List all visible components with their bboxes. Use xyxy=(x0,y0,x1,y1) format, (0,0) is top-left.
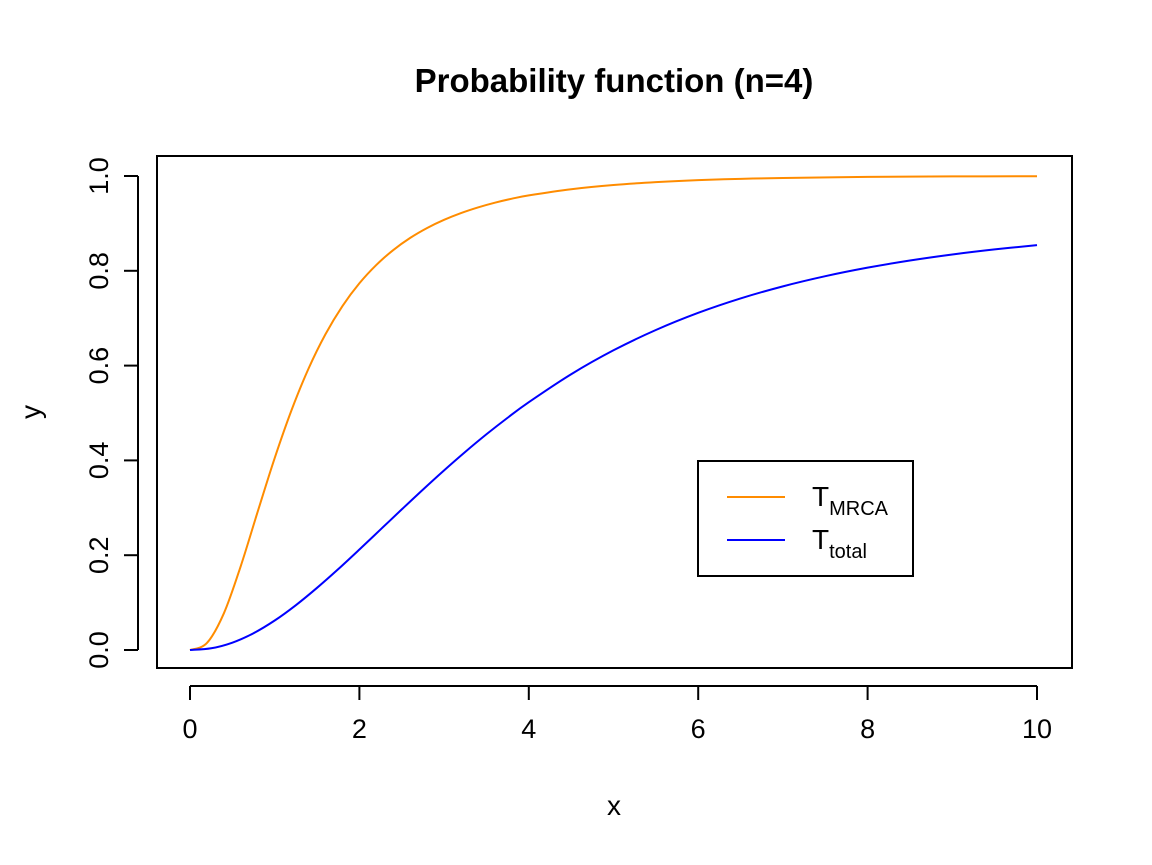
y-tick-label: 0.2 xyxy=(84,536,114,574)
legend-label-subscript: total xyxy=(829,541,867,563)
y-tick-label: 1.0 xyxy=(84,157,114,195)
plot-frame xyxy=(156,155,1073,669)
y-tick-label: 0.0 xyxy=(84,631,114,669)
y-tick-label: 0.4 xyxy=(84,442,114,480)
series-line-t-total xyxy=(189,244,1038,651)
legend-box xyxy=(697,460,914,577)
y-tick-label: 0.8 xyxy=(84,252,114,290)
x-tick-label: 0 xyxy=(182,714,197,744)
legend-label-main: T xyxy=(812,481,829,512)
chart-title: Probability function (n=4) xyxy=(415,62,814,99)
series-line-t-mrca xyxy=(189,175,1038,651)
x-axis-label: x xyxy=(607,790,621,821)
x-tick-label: 4 xyxy=(521,714,536,744)
y-axis: 0.0 0.2 0.4 0.6 0.8 1.0 xyxy=(84,157,139,669)
legend-label-main: T xyxy=(812,524,829,555)
legend-label-subscript: MRCA xyxy=(829,498,889,520)
x-tick-label: 2 xyxy=(352,714,367,744)
legend-label: Ttotal xyxy=(812,524,867,563)
x-tick-label: 10 xyxy=(1022,714,1052,744)
y-axis-label: y xyxy=(15,405,46,419)
x-tick-label: 6 xyxy=(691,714,706,744)
x-axis: 0 2 4 6 8 10 xyxy=(182,685,1052,744)
x-tick-label: 8 xyxy=(860,714,875,744)
y-tick-label: 0.6 xyxy=(84,347,114,385)
legend-label: TMRCA xyxy=(812,481,889,520)
series-layer xyxy=(189,175,1038,651)
